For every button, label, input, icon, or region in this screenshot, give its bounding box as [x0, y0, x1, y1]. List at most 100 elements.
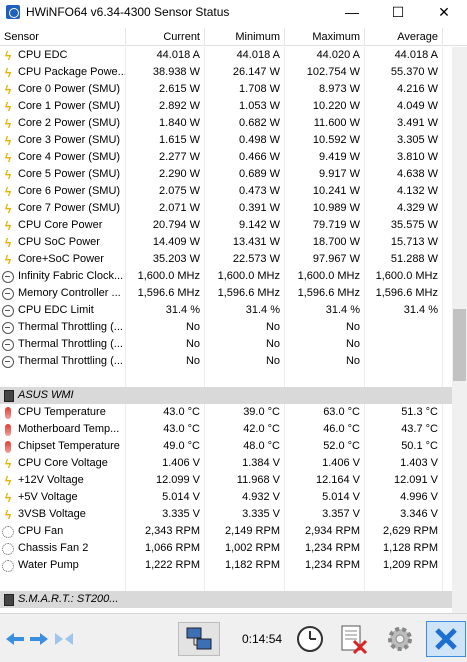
- power-bolt-icon: ϟ: [4, 133, 12, 148]
- maximum-value: 1,596.6 MHz: [285, 285, 365, 302]
- chip-icon: [4, 593, 14, 606]
- current-value: 44.018 A: [126, 47, 205, 64]
- voltage-bolt-icon: ϟ: [4, 456, 12, 471]
- sensor-row[interactable]: CPU EDC Limit 31.4 % 31.4 % 31.4 % 31.4 %: [0, 302, 452, 319]
- sensor-row[interactable]: ϟ Core 3 Power (SMU) 1.615 W 0.498 W 10.592 …: [0, 132, 452, 149]
- sensor-row[interactable]: ϟ Core 5 Power (SMU) 2.290 W 0.689 W 9.917 W…: [0, 166, 452, 183]
- sensor-table-body: ϟ CPU EDC 44.018 A 44.018 A 44.020 A 44.018 A…: [0, 47, 452, 613]
- average-value: 3.810 W: [365, 149, 443, 166]
- reset-values-button[interactable]: [334, 622, 374, 656]
- sensor-row[interactable]: Thermal Throttling (... No No No: [0, 336, 452, 353]
- sensor-row[interactable]: ϟ CPU EDC 44.018 A 44.018 A 44.020 A 44.018 A: [0, 47, 452, 64]
- sensor-row[interactable]: ϟ Core 6 Power (SMU) 2.075 W 0.473 W 10.241 …: [0, 183, 452, 200]
- average-value: 51.3 °C: [365, 404, 443, 421]
- group-label: ASUS WMI: [18, 389, 74, 401]
- current-value: 1.615 W: [126, 132, 205, 149]
- maximum-value: 5.014 V: [285, 489, 365, 506]
- maximum-value: 44.020 A: [285, 47, 365, 64]
- sensor-name: CPU Fan: [18, 525, 64, 537]
- power-bolt-icon: ϟ: [4, 252, 12, 267]
- current-value: 14.409 W: [126, 234, 205, 251]
- sensor-row[interactable]: ϟ CPU Core Power 20.794 W 9.142 W 79.719 W 35…: [0, 217, 452, 234]
- power-bolt-icon: ϟ: [4, 65, 12, 80]
- sensor-row[interactable]: Memory Controller ... 1,596.6 MHz 1,596.6 …: [0, 285, 452, 302]
- clock-sensor-icon: [2, 270, 14, 283]
- sensor-row[interactable]: Thermal Throttling (... No No No: [0, 319, 452, 336]
- minimum-value: 1,182 RPM: [205, 557, 285, 574]
- sensor-row[interactable]: CPU Fan 2,343 RPM 2,149 RPM 2,934 RPM 2,629 …: [0, 523, 452, 540]
- close-window-button[interactable]: ✕: [438, 3, 450, 20]
- current-value: 1,596.6 MHz: [126, 285, 205, 302]
- sensor-group-header[interactable]: S.M.A.R.T.: ST200...: [0, 591, 452, 608]
- current-value: 3.335 V: [126, 506, 205, 523]
- close-sensors-button[interactable]: [426, 621, 466, 657]
- sensor-row[interactable]: ϟ Core 7 Power (SMU) 2.071 W 0.391 W 10.989 …: [0, 200, 452, 217]
- average-value: 4.996 V: [365, 489, 443, 506]
- column-header-maximum[interactable]: Maximum: [285, 28, 365, 46]
- sensor-row[interactable]: ϟ Core 1 Power (SMU) 2.892 W 1.053 W 10.220 …: [0, 98, 452, 115]
- scrollbar-thumb[interactable]: [453, 309, 466, 381]
- sensor-name: Core 3 Power (SMU): [18, 134, 121, 146]
- sensor-name: Core 0 Power (SMU): [18, 83, 121, 95]
- voltage-bolt-icon: ϟ: [4, 507, 12, 522]
- sensor-group-header[interactable]: ASUS WMI: [0, 387, 452, 404]
- sensor-row[interactable]: CPU Temperature 43.0 °C 39.0 °C 63.0 °C 51.3…: [0, 404, 452, 421]
- sensor-name: Infinity Fabric Clock...: [18, 270, 124, 282]
- average-value: 51.288 W: [365, 251, 443, 268]
- minimize-button[interactable]: —: [345, 4, 359, 20]
- minimum-value: 39.0 °C: [205, 404, 285, 421]
- average-value: 3.491 W: [365, 115, 443, 132]
- thermometer-icon: [5, 406, 11, 419]
- sensor-row[interactable]: ϟ Core 4 Power (SMU) 2.277 W 0.466 W 9.419 W…: [0, 149, 452, 166]
- fan-icon: [2, 542, 14, 555]
- column-header-sensor[interactable]: Sensor: [0, 28, 126, 46]
- network-computers-icon: [186, 627, 212, 650]
- current-value: 2.071 W: [126, 200, 205, 217]
- minimum-value: 31.4 %: [205, 302, 285, 319]
- minimum-value: 11.968 V: [205, 472, 285, 489]
- sensor-row[interactable]: ϟ CPU Core Voltage 1.406 V 1.384 V 1.406 V 1.…: [0, 455, 452, 472]
- vertical-scrollbar[interactable]: [452, 47, 467, 613]
- minimum-value: No: [205, 353, 285, 370]
- maximum-value: 18.700 W: [285, 234, 365, 251]
- average-value: [365, 336, 443, 353]
- current-value: 1,222 RPM: [126, 557, 205, 574]
- collapse-arrows-button[interactable]: [48, 622, 80, 656]
- maximum-value: 9.419 W: [285, 149, 365, 166]
- current-value: 2.615 W: [126, 81, 205, 98]
- average-value: 1,600.0 MHz: [365, 268, 443, 285]
- sensor-name: Motherboard Temp...: [18, 423, 120, 435]
- minimum-value: 44.018 A: [205, 47, 285, 64]
- sensor-row[interactable]: ϟ Core 0 Power (SMU) 2.615 W 1.708 W 8.973 W…: [0, 81, 452, 98]
- current-value: 1.406 V: [126, 455, 205, 472]
- column-header-minimum[interactable]: Minimum: [205, 28, 285, 46]
- column-header-average[interactable]: Average: [365, 28, 443, 46]
- reset-clock-button[interactable]: [292, 622, 328, 656]
- sensor-row[interactable]: Water Pump 1,222 RPM 1,182 RPM 1,234 RPM 1,2…: [0, 557, 452, 574]
- maximum-value: 9.917 W: [285, 166, 365, 183]
- sensor-name: CPU EDC: [18, 49, 68, 61]
- sensor-row[interactable]: ϟ Core 2 Power (SMU) 1.840 W 0.682 W 11.600 …: [0, 115, 452, 132]
- maximize-button[interactable]: ☐: [391, 3, 405, 20]
- average-value: 31.4 %: [365, 302, 443, 319]
- navigate-arrows-button[interactable]: [2, 622, 52, 656]
- sensor-row[interactable]: Chipset Temperature 49.0 °C 48.0 °C 52.0 °C…: [0, 438, 452, 455]
- column-header-current[interactable]: Current: [126, 28, 205, 46]
- sensor-row[interactable]: Motherboard Temp... 43.0 °C 42.0 °C 46.0 °C…: [0, 421, 452, 438]
- sensor-row[interactable]: ϟ +12V Voltage 12.099 V 11.968 V 12.164 V 12.…: [0, 472, 452, 489]
- sensor-row[interactable]: ϟ 3VSB Voltage 3.335 V 3.335 V 3.357 V 3.346 …: [0, 506, 452, 523]
- maximum-value: No: [285, 353, 365, 370]
- sensor-row[interactable]: Chassis Fan 2 1,066 RPM 1,002 RPM 1,234 RPM…: [0, 540, 452, 557]
- minimum-value: 48.0 °C: [205, 438, 285, 455]
- minimum-value: 0.689 W: [205, 166, 285, 183]
- sensor-row[interactable]: Infinity Fabric Clock... 1,600.0 MHz 1,600…: [0, 268, 452, 285]
- settings-button[interactable]: [380, 622, 420, 656]
- sensor-row[interactable]: ϟ +5V Voltage 5.014 V 4.932 V 5.014 V 4.996 V: [0, 489, 452, 506]
- average-value: 3.305 W: [365, 132, 443, 149]
- sensor-row[interactable]: ϟ CPU SoC Power 14.409 W 13.431 W 18.700 W 15…: [0, 234, 452, 251]
- minimum-value: 9.142 W: [205, 217, 285, 234]
- sensor-row[interactable]: Thermal Throttling (... No No No: [0, 353, 452, 370]
- network-sensors-button[interactable]: [178, 622, 220, 656]
- sensor-row[interactable]: ϟ CPU Package Powe... 38.938 W 26.147 W 102.…: [0, 64, 452, 81]
